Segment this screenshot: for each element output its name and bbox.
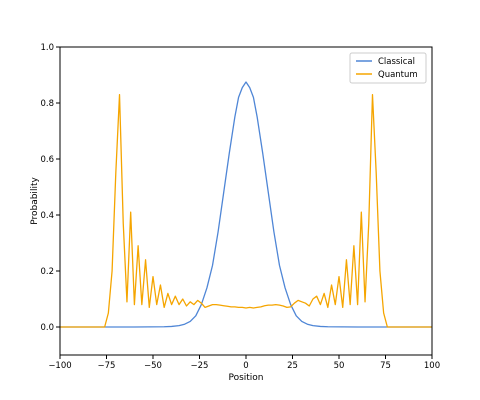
x-tick-label: −25 <box>191 361 209 371</box>
x-ticks: −100 −75 −50 −25 0 25 50 75 100 <box>48 355 440 371</box>
x-tick-label: 50 <box>334 361 345 371</box>
y-tick-label: 0.6 <box>40 155 54 165</box>
x-tick-label: 25 <box>287 361 298 371</box>
y-tick-label: 0.8 <box>40 99 54 109</box>
y-tick-label: 0.4 <box>40 211 54 221</box>
y-tick-label: 0.2 <box>40 267 54 277</box>
x-tick-label: 75 <box>380 361 391 371</box>
x-tick-label: 100 <box>424 361 440 371</box>
y-tick-label: 0.0 <box>40 323 54 333</box>
y-tick-label: 1.0 <box>40 43 54 53</box>
x-axis-label: Position <box>228 373 263 383</box>
x-tick-label: 0 <box>243 361 248 371</box>
x-tick-label: −50 <box>144 361 162 371</box>
legend: Classical Quantum <box>349 52 427 84</box>
x-tick-label: −75 <box>98 361 116 371</box>
legend-label-quantum: Quantum <box>378 70 418 80</box>
x-tick-label: −100 <box>48 361 71 371</box>
y-axis-label: Probability <box>30 177 40 225</box>
legend-label-classical: Classical <box>378 57 415 67</box>
series-line-classical <box>60 81 432 328</box>
plot-frame <box>59 46 433 356</box>
series-line-quantum <box>60 93 432 328</box>
y-ticks: 0.0 0.2 0.4 0.6 0.8 1.0 <box>40 43 60 333</box>
series-layer <box>60 81 432 328</box>
